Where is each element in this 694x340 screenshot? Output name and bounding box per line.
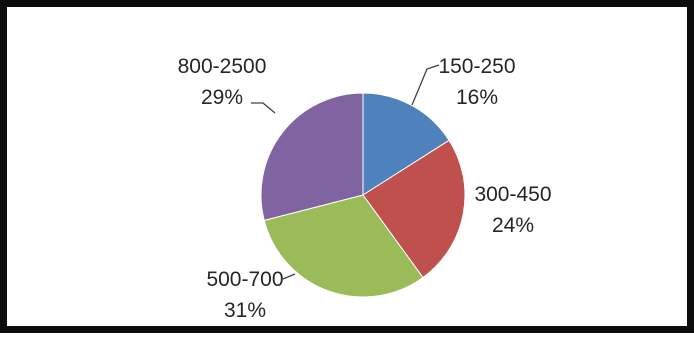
category-label-500-700: 500-700 (206, 268, 283, 291)
category-label-150-250: 150-250 (438, 55, 515, 78)
pie-slice-800-2500 (260, 92, 364, 221)
pie-chart: 150-250 16% 300-450 24% 500-700 31% 800-… (178, 55, 552, 322)
pie-slice-150-250 (362, 92, 450, 196)
chart-frame: 150-250 16% 300-450 24% 500-700 31% 800-… (0, 0, 694, 333)
leader-line-150-250 (411, 64, 440, 106)
percent-label-150-250: 16% (456, 86, 498, 109)
leader-line-800-2500 (251, 102, 276, 114)
category-label-300-450: 300-450 (474, 183, 551, 206)
percent-label-300-450: 24% (492, 214, 534, 237)
pie-slice-300-450 (362, 139, 466, 279)
leader-line-500-700 (282, 273, 296, 280)
percent-label-800-2500: 29% (201, 86, 243, 109)
percent-label-500-700: 31% (224, 299, 266, 322)
category-label-800-2500: 800-2500 (178, 55, 267, 78)
pie-slice-500-700 (263, 194, 424, 298)
